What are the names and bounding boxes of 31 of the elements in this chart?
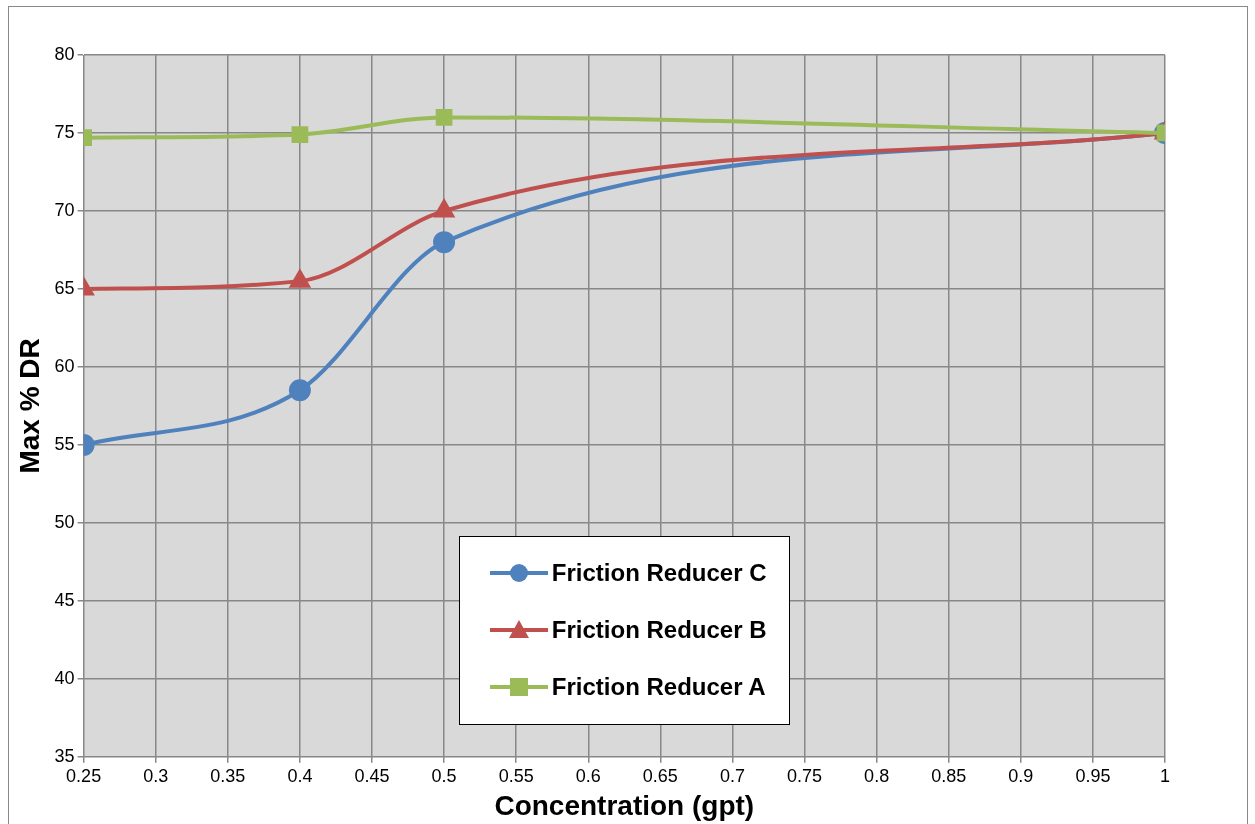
- y-tick-label: 45: [54, 589, 75, 610]
- x-tick-label: 0.3: [143, 765, 169, 786]
- x-tick-label: 0.25: [66, 765, 102, 786]
- y-tick-label: 80: [54, 43, 75, 64]
- y-tick-label: 35: [54, 745, 75, 766]
- x-tick-label: 0.6: [575, 765, 601, 786]
- x-tick-label: 0.7: [719, 765, 745, 786]
- x-tick-label: 0.8: [864, 765, 890, 786]
- legend-label: Friction Reducer A: [551, 673, 766, 702]
- y-tick-label: 65: [54, 277, 75, 298]
- x-tick-label: 0.75: [787, 765, 823, 786]
- x-axis-title: Concentration (gpt): [494, 789, 755, 821]
- legend-label: Friction Reducer B: [551, 616, 767, 645]
- x-tick-label: 0.45: [354, 765, 390, 786]
- y-tick-label: 40: [54, 667, 75, 688]
- x-tick-label: 0.55: [498, 765, 534, 786]
- y-tick-label: 70: [54, 199, 75, 220]
- x-tick-label: 0.95: [1075, 765, 1111, 786]
- x-tick-label: 0.85: [931, 765, 967, 786]
- x-tick-label: 0.65: [642, 765, 678, 786]
- legend-label: Friction Reducer C: [551, 559, 767, 588]
- y-tick-label: 55: [54, 433, 75, 454]
- y-axis-title: Max % DR: [13, 338, 45, 474]
- y-tick-label: 50: [54, 511, 75, 532]
- y-tick-label: 75: [54, 121, 75, 142]
- y-tick-label: 60: [54, 355, 75, 376]
- x-tick-label: 0.35: [210, 765, 246, 786]
- x-tick-label: 0.4: [287, 765, 313, 786]
- x-tick-label: 1: [1159, 765, 1171, 786]
- x-tick-label: 0.5: [431, 765, 457, 786]
- x-tick-label: 0.9: [1008, 765, 1034, 786]
